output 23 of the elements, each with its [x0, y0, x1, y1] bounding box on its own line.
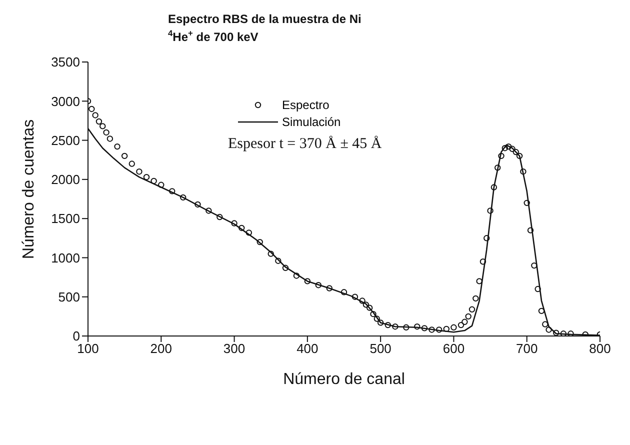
chart-title: Espectro RBS de la muestra de Ni	[168, 12, 362, 26]
x-tick-label: 500	[370, 341, 392, 356]
y-tick-label: 3500	[51, 54, 80, 70]
annotation: Espesor t = 370 Å ± 45 Å	[228, 136, 382, 153]
x-tick-label: 800	[589, 341, 611, 356]
y-tick-label: 1500	[51, 211, 80, 226]
chart-subtitle: $^{4}$He$^{+}$ de 700 keV	[168, 28, 258, 44]
y-tick-label: 1000	[51, 250, 80, 266]
x-tick-label: 300	[223, 341, 246, 356]
x-tick-label: 600	[442, 341, 465, 356]
y-tick-label: 2000	[51, 172, 80, 188]
legend-label: Espectro	[282, 98, 330, 112]
y-tick-label: 0	[72, 328, 80, 344]
x-tick-label: 100	[77, 341, 99, 356]
y-tick-label: 3000	[51, 94, 80, 109]
legend-label: Simulación	[282, 114, 341, 128]
x-tick-label: 400	[296, 341, 318, 356]
x-tick-label: 700	[516, 341, 538, 356]
x-axis-title: Número de canal	[283, 371, 405, 388]
y-axis-title: Número de cuentas	[20, 119, 38, 259]
y-tick-label: 500	[58, 289, 80, 304]
y-tick-label: 2500	[51, 132, 80, 148]
x-tick-label: 200	[150, 341, 172, 356]
